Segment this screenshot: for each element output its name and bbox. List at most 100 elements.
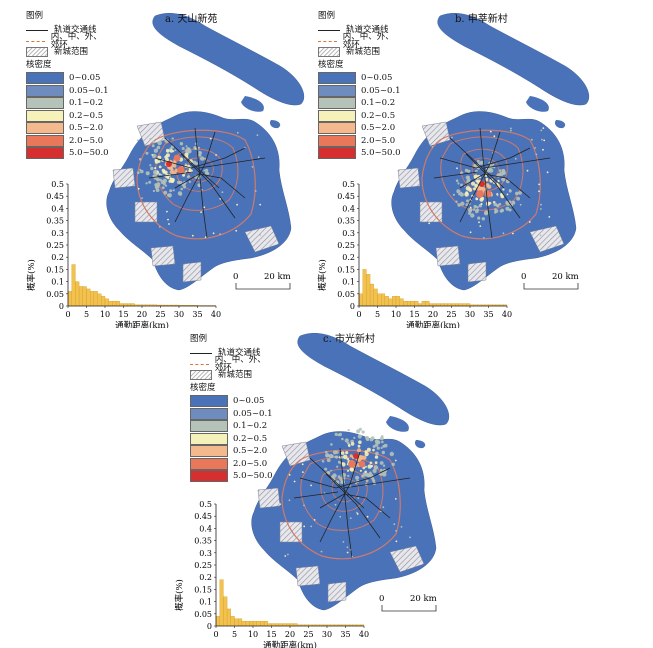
legend-density-class: 0.1~0.2	[318, 97, 401, 110]
density-dot	[258, 156, 260, 158]
density-label: 2.0~5.0	[233, 460, 267, 469]
density-hotspot	[348, 460, 356, 468]
legend-density-class: 0.05~0.1	[26, 85, 109, 98]
density-dot	[465, 169, 468, 172]
density-dot	[538, 184, 540, 186]
density-swatch	[26, 110, 64, 122]
density-dot	[158, 160, 161, 163]
density-dot	[362, 430, 365, 433]
density-dot	[139, 158, 142, 161]
histogram-bar	[415, 301, 419, 306]
island	[241, 96, 264, 112]
density-swatch	[26, 72, 64, 84]
density-dot	[380, 461, 384, 465]
density-dot	[341, 438, 344, 441]
scalebar-zero: 0	[521, 272, 526, 282]
density-dot	[198, 151, 200, 153]
density-dot	[547, 171, 549, 173]
histogram-bar	[235, 619, 239, 626]
density-dot	[172, 164, 174, 166]
density-dot	[371, 465, 373, 467]
density-dot	[543, 140, 545, 142]
density-dot	[542, 149, 544, 151]
density-dot	[375, 452, 379, 456]
histogram-bar	[363, 269, 367, 306]
density-dot	[381, 447, 383, 449]
density-swatch	[318, 110, 356, 122]
legend-heading: 图例	[190, 335, 273, 344]
density-dot	[343, 455, 348, 460]
histogram-bar	[257, 621, 261, 626]
density-swatch	[190, 395, 228, 407]
legend-heading: 图例	[318, 12, 401, 21]
density-dot	[540, 235, 542, 237]
histogram-bar	[260, 621, 264, 626]
density-swatch	[190, 445, 228, 457]
density-dot	[137, 139, 139, 141]
legend-newtown-symbol	[190, 370, 212, 380]
histogram-bar	[378, 294, 382, 306]
density-dot	[365, 452, 369, 456]
legend-density-class: 5.0~50.0	[190, 470, 273, 483]
density-dot	[330, 470, 332, 472]
x-tick-label: 15	[266, 630, 276, 639]
scalebar-label: 20 km	[410, 594, 437, 604]
density-dot	[310, 485, 312, 487]
density-dot	[371, 436, 375, 440]
histogram-bar	[231, 616, 235, 626]
histogram-bar	[94, 291, 98, 306]
x-tick-label: 5	[232, 630, 237, 639]
legend-newtown-symbol	[26, 47, 48, 57]
density-dot	[358, 434, 362, 438]
density-dot	[252, 166, 254, 168]
histogram-bar	[370, 284, 374, 306]
legend-newtown-label: 新城范围	[218, 371, 252, 380]
panel-title-c: c. 市光新村	[323, 330, 375, 345]
y-tick-label: 0.15	[46, 265, 64, 274]
y-tick-label: 0.5	[51, 180, 64, 189]
x-tick-label: 35	[483, 310, 493, 319]
density-label: 0.05~0.1	[69, 87, 109, 96]
density-dot	[198, 147, 200, 149]
legend-density-heading: 核密度	[318, 61, 401, 70]
chongming-island	[298, 333, 449, 425]
x-tick-label: 0	[213, 630, 218, 639]
density-dot	[294, 481, 296, 483]
density-label: 5.0~50.0	[361, 149, 401, 158]
density-dot	[255, 190, 257, 192]
legend-density-class: 0.2~0.5	[318, 110, 401, 123]
density-dot	[210, 138, 212, 140]
density-dot	[538, 190, 540, 192]
density-swatch	[190, 408, 228, 420]
legend-density-class: 0.05~0.1	[318, 85, 401, 98]
density-dot	[215, 154, 217, 156]
histogram-bar	[68, 291, 72, 306]
density-dot	[155, 160, 157, 162]
density-label: 0.1~0.2	[233, 422, 267, 431]
density-dot	[182, 174, 185, 177]
legend-density-class: 0.5~2.0	[190, 445, 273, 458]
density-label: 5.0~50.0	[69, 149, 109, 158]
density-dot	[499, 169, 502, 172]
x-tick-label: 15	[409, 310, 419, 319]
y-tick-label: 0.4	[51, 204, 64, 213]
density-label: 0.05~0.1	[361, 87, 401, 96]
histogram-bar	[366, 274, 370, 306]
density-dot	[302, 471, 304, 473]
density-dot	[502, 170, 505, 173]
legend-ring-symbol	[26, 37, 45, 45]
density-dot	[409, 537, 411, 539]
density-dot	[149, 164, 151, 166]
density-dot	[164, 171, 168, 175]
histogram-bar	[223, 597, 227, 626]
scalebar-label: 20 km	[264, 272, 291, 282]
histogram-bar	[242, 621, 246, 626]
histogram-bar	[98, 294, 102, 306]
density-dot	[140, 170, 144, 174]
x-axis-label: 通勤距离(km)	[115, 320, 169, 328]
y-tick-label: 0.05	[46, 290, 64, 299]
y-tick-label: 0.4	[342, 204, 355, 213]
